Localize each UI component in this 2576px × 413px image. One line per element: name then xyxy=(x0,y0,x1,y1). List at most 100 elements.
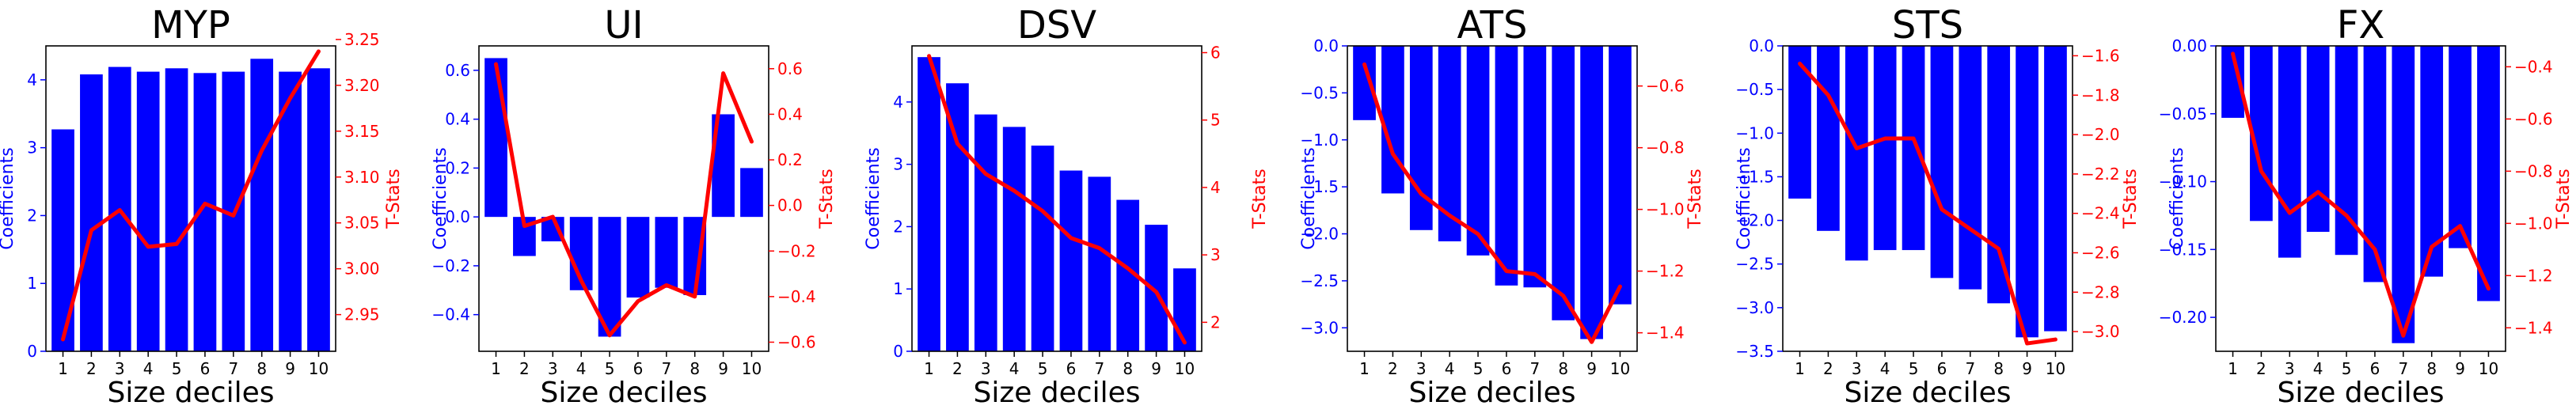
x-axis-label: Size deciles xyxy=(973,377,1140,409)
bar xyxy=(1987,46,2011,304)
x-tick-label: 6 xyxy=(1066,359,1077,378)
x-tick-label: 5 xyxy=(605,359,615,378)
y2-axis-label: T-Stats xyxy=(1685,169,1705,229)
y-tick-label: −3.0 xyxy=(1735,298,1774,317)
y-tick-label: 2 xyxy=(893,217,903,236)
bar xyxy=(307,68,330,351)
bar xyxy=(1788,46,1811,199)
chart-title: MYP xyxy=(151,3,230,47)
x-tick-label: 5 xyxy=(1038,359,1048,378)
y-axis-label: Coefficients xyxy=(431,147,450,249)
bar xyxy=(1845,46,1868,261)
y-tick-label: −0.05 xyxy=(2159,104,2207,123)
bar xyxy=(626,217,650,298)
y2-tick-label: −0.4 xyxy=(2514,57,2553,76)
bar xyxy=(2278,46,2301,258)
y2-tick-label: −0.2 xyxy=(777,241,816,260)
bar xyxy=(1523,46,1547,288)
y-tick-label: −0.4 xyxy=(431,305,470,324)
y2-tick-label: 0.4 xyxy=(777,104,803,123)
y2-tick-label: −1.2 xyxy=(1646,262,1685,281)
bar xyxy=(1902,46,1925,251)
bar xyxy=(1959,46,1982,290)
y-tick-label: 0.4 xyxy=(445,110,470,129)
y2-tick-label: −2.4 xyxy=(2081,204,2120,223)
x-tick-label: 3 xyxy=(2285,359,2295,378)
chart-title: UI xyxy=(604,3,643,47)
chart-panel: 1 2 3 4 5 6 7 8 9 10 −0.20 −0.15 −0.10 −0.05 0.00 −1.4 −… xyxy=(2159,3,2574,409)
x-tick-label: 9 xyxy=(285,359,295,378)
y2-tick-label: −1.4 xyxy=(2514,318,2553,337)
x-tick-label: 1 xyxy=(1359,359,1370,378)
y2-tick-label: 0.6 xyxy=(777,59,803,78)
y2-tick-label: 3.10 xyxy=(344,168,380,187)
x-tick-label: 2 xyxy=(86,359,97,378)
x-tick-label: 7 xyxy=(1529,359,1540,378)
bar xyxy=(484,58,507,218)
y-axis-label: Coefficients xyxy=(1734,147,1754,249)
series-line xyxy=(61,49,321,342)
y2-axis-label: T-Stats xyxy=(2554,169,2574,229)
plot-frame xyxy=(1782,45,2073,352)
x-tick-label: 5 xyxy=(172,359,182,378)
y-axis-label: Coefficients xyxy=(2168,147,2187,249)
y-tick-label: 0 xyxy=(27,342,37,361)
y-tick-label: −0.10 xyxy=(2159,172,2207,191)
y-tick-label: −0.5 xyxy=(1300,83,1339,102)
plot-frame xyxy=(45,45,336,352)
x-axis-label: Size deciles xyxy=(1408,377,1575,409)
x-tick-label: 4 xyxy=(143,359,154,378)
x-tick-label: 7 xyxy=(1094,359,1104,378)
bar xyxy=(2449,46,2472,248)
x-tick-label: 5 xyxy=(2342,359,2352,378)
bar xyxy=(1088,176,1111,351)
x-tick-label: 7 xyxy=(661,359,671,378)
bar xyxy=(2044,46,2067,332)
chart-title: STS xyxy=(1892,3,1963,47)
x-tick-label: 1 xyxy=(58,359,68,378)
y2-tick-label: 4 xyxy=(1210,178,1221,197)
x-tick-label: 9 xyxy=(1586,359,1597,378)
chart-panel: 1 2 3 4 5 6 7 8 9 10 −3.5 −3.0 −2.5 −2.0 −1.5 −1.0 −0.5 0… xyxy=(1734,3,2141,409)
y-axis-label: Coefficients xyxy=(864,147,883,249)
y2-tick-label: 2 xyxy=(1210,313,1221,332)
y2-tick-label: −0.6 xyxy=(1646,77,1685,96)
series-line xyxy=(1362,62,1622,344)
x-tick-label: 2 xyxy=(1823,359,1833,378)
x-tick-label: 6 xyxy=(633,359,644,378)
y2-tick-label: −2.2 xyxy=(2081,165,2120,184)
y2-tick-label: −1.4 xyxy=(1646,324,1685,343)
y-tick-label: −2.0 xyxy=(1735,211,1774,230)
y-tick-label: −2.5 xyxy=(1300,271,1339,290)
x-tick-label: 5 xyxy=(1473,359,1484,378)
bar xyxy=(2392,46,2415,343)
bar xyxy=(250,59,274,352)
bar xyxy=(1381,46,1404,194)
x-tick-label: 7 xyxy=(228,359,238,378)
x-tick-label: 9 xyxy=(1151,359,1161,378)
bar xyxy=(279,71,302,351)
x-tick-label: 1 xyxy=(2228,359,2238,378)
y-tick-label: −2.0 xyxy=(1300,225,1339,244)
x-tick-label: 10 xyxy=(309,359,329,378)
series-line xyxy=(1798,61,2057,346)
bar xyxy=(2477,46,2500,301)
x-tick-label: 5 xyxy=(1909,359,1919,378)
y2-axis-label: T-Stats xyxy=(1250,169,1270,229)
y-tick-label: 1 xyxy=(27,274,37,293)
x-tick-label: 2 xyxy=(1388,359,1398,378)
x-tick-label: 7 xyxy=(2398,359,2408,378)
bar xyxy=(1552,46,1575,320)
y-tick-label: 3 xyxy=(893,155,903,174)
bar xyxy=(1059,170,1083,351)
y-tick-label: −0.15 xyxy=(2159,240,2207,259)
x-tick-label: 4 xyxy=(1445,359,1455,378)
y-tick-label: −3.5 xyxy=(1735,342,1774,361)
y-tick-label: 0.6 xyxy=(445,61,470,80)
y2-tick-label: 6 xyxy=(1210,44,1221,63)
x-tick-label: 10 xyxy=(1175,359,1195,378)
y-tick-label: 0.0 xyxy=(445,207,470,226)
x-tick-label: 6 xyxy=(200,359,211,378)
series-line xyxy=(2231,51,2491,338)
series-line xyxy=(494,62,754,338)
